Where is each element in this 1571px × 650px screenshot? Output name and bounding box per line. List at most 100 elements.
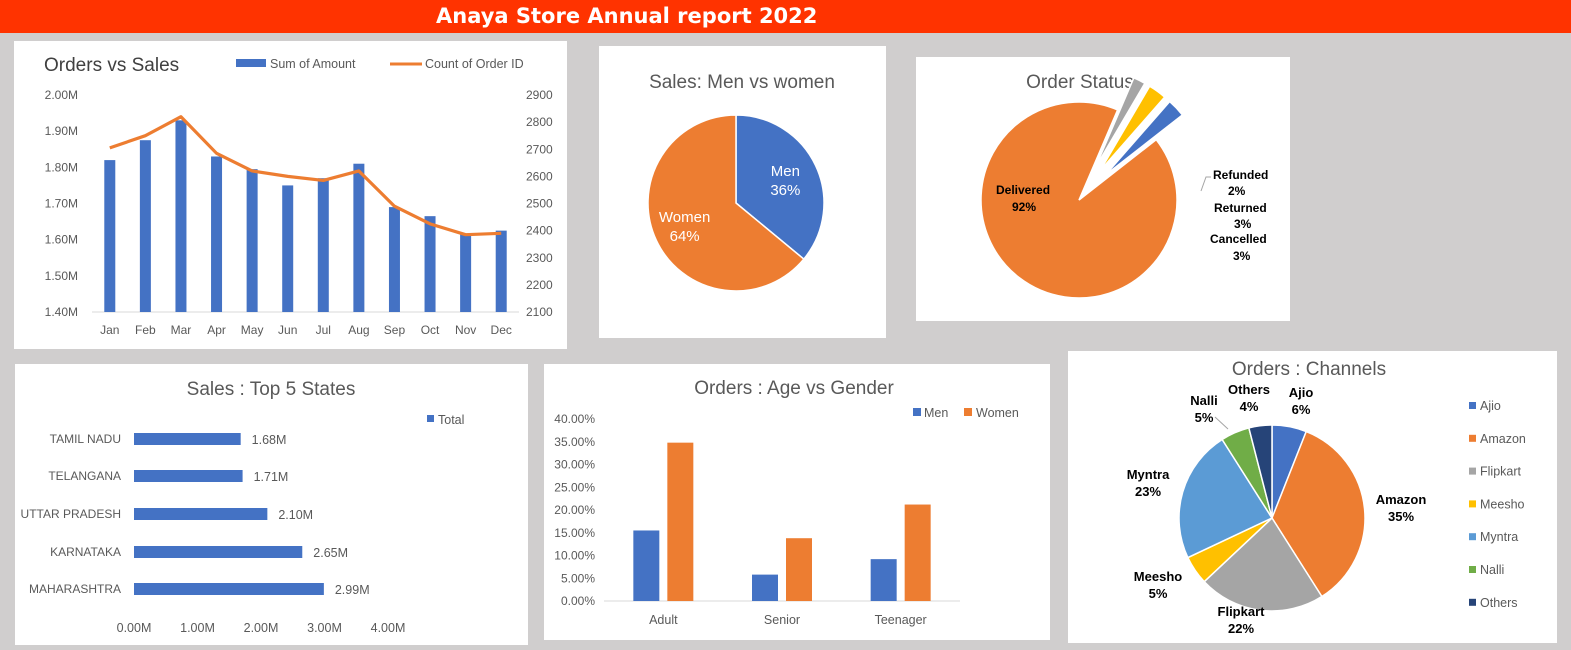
slice-value: 35%: [1388, 509, 1414, 524]
slice-label: Ajio: [1289, 385, 1314, 400]
slice-value: 5%: [1195, 410, 1214, 425]
bar: [104, 160, 116, 312]
x-axis-tick: Apr: [207, 323, 226, 337]
left-axis-tick: 1.50M: [45, 269, 78, 283]
legend-swatch-amount: [236, 59, 266, 67]
pie-slice: [1178, 438, 1274, 559]
x-axis-tick: Jul: [316, 323, 331, 337]
y-axis-tick: UTTAR PRADESH: [21, 507, 121, 521]
slice-value: 3%: [1233, 249, 1251, 263]
x-axis-tick: 3.00M: [307, 621, 342, 635]
legend-label: Men: [924, 406, 948, 420]
bar-women: [667, 442, 694, 601]
legend-label: Meesho: [1480, 497, 1525, 511]
channels-panel: Orders : Channels Ajio 6% Amazon 35% Flipkart…: [1068, 351, 1557, 643]
y-axis-tick: 35.00%: [554, 435, 595, 449]
legend-label: Others: [1480, 596, 1518, 610]
bar-women: [786, 538, 812, 601]
bar: [353, 163, 365, 312]
slice-value: 23%: [1135, 484, 1161, 499]
x-axis-tick: Jun: [278, 323, 297, 337]
slice-label: Amazon: [1376, 492, 1427, 507]
top-states-chart: Sales : Top 5 States Total TAMIL NADU 1.68M…: [21, 379, 465, 635]
left-axis-tick: 1.80M: [45, 160, 78, 174]
x-axis-tick: Senior: [764, 613, 800, 627]
chart-title: Sales: Men vs women: [649, 72, 835, 93]
pie-slice: [647, 114, 805, 292]
slice-label: Myntra: [1127, 467, 1170, 482]
left-axis-tick: 1.60M: [45, 233, 78, 247]
data-label: 2.10M: [278, 508, 313, 522]
chart-title: Sales : Top 5 States: [187, 379, 356, 400]
bar: [175, 120, 187, 312]
age-gender-panel: Orders : Age vs Gender Men Women 0.00% 5.00%…: [544, 364, 1050, 640]
legend-swatch: [1469, 598, 1476, 606]
chart-title: Orders : Age vs Gender: [694, 378, 894, 399]
right-axis-tick: 2600: [526, 169, 553, 183]
y-axis-tick: 20.00%: [554, 503, 595, 517]
legend-swatch: [913, 408, 921, 416]
right-axis-tick: 2500: [526, 197, 553, 211]
x-axis-tick: Sep: [384, 323, 406, 337]
legend-label: Total: [438, 413, 464, 427]
bar: [460, 234, 472, 312]
order-status-panel: Order Status Delivered 92% Refunded 2% Return…: [916, 57, 1290, 321]
y-axis-tick: 15.00%: [554, 526, 595, 540]
bar: [246, 169, 258, 312]
pie-slice: [1104, 100, 1184, 176]
slice-label: Men: [771, 163, 800, 180]
bar: [388, 207, 400, 312]
slice-value: 2%: [1228, 184, 1246, 198]
y-axis-tick: 10.00%: [554, 549, 595, 563]
data-label: 2.99M: [335, 583, 370, 597]
bar: [134, 470, 243, 482]
bar: [424, 216, 436, 312]
x-axis-tick: 4.00M: [371, 621, 406, 635]
slice-value: 36%: [770, 182, 800, 199]
y-axis-tick: 30.00%: [554, 458, 595, 472]
legend-label: Ajio: [1480, 399, 1501, 413]
orders-vs-sales-chart: Orders vs Sales Sum of Amount Count of Ord…: [44, 55, 553, 337]
bar: [317, 178, 329, 312]
age-gender-chart: Orders : Age vs Gender Men Women 0.00% 5.00%…: [554, 378, 1019, 627]
x-axis-tick: May: [241, 323, 264, 337]
right-axis-tick: 2100: [526, 305, 553, 319]
right-axis-tick: 2300: [526, 251, 553, 265]
x-axis-tick: Oct: [421, 323, 440, 337]
y-axis-tick: TAMIL NADU: [50, 432, 121, 446]
right-axis-tick: 2400: [526, 224, 553, 238]
x-axis-tick: Feb: [135, 323, 156, 337]
order-status-chart: Order Status Delivered 92% Refunded 2% Return…: [980, 72, 1268, 299]
line-series: [109, 115, 502, 237]
legend-swatch: [1469, 566, 1476, 573]
x-axis-tick: 2.00M: [244, 621, 279, 635]
slice-label: Refunded: [1213, 168, 1268, 182]
left-axis-tick: 1.70M: [45, 197, 78, 211]
x-axis-tick: Teenager: [875, 613, 927, 627]
slice-label: Returned: [1214, 201, 1267, 215]
orders-vs-sales-panel: Orders vs Sales Sum of Amount Count of Ord…: [14, 41, 567, 349]
x-axis-tick: Jan: [100, 323, 119, 337]
slice-label: Flipkart: [1218, 604, 1266, 619]
data-label: 2.65M: [313, 546, 348, 560]
bar: [134, 546, 303, 558]
bar-men: [870, 559, 897, 601]
legend-label: Flipkart: [1480, 465, 1522, 479]
slice-label: Others: [1228, 382, 1270, 397]
y-axis-tick: 25.00%: [554, 480, 595, 494]
pie-slice: [1271, 430, 1366, 598]
legend-swatch: [1469, 467, 1476, 475]
legend-label: Amazon: [1480, 432, 1526, 446]
x-axis-tick: Adult: [649, 613, 678, 627]
y-axis-tick: 40.00%: [554, 412, 595, 426]
pie-slice: [735, 114, 825, 261]
pie-slice: [1094, 76, 1146, 169]
x-axis-tick: Aug: [348, 323, 369, 337]
report-title: Anaya Store Annual report 2022: [436, 4, 818, 28]
sales-gender-chart: Sales: Men vs women Men 36% Women 64%: [647, 72, 835, 292]
bar-men: [633, 530, 660, 601]
pie-slice: [1203, 516, 1323, 612]
y-axis-tick: TELANGANA: [48, 469, 121, 483]
x-axis-tick: 0.00M: [117, 621, 152, 635]
x-axis-tick: 1.00M: [180, 621, 215, 635]
